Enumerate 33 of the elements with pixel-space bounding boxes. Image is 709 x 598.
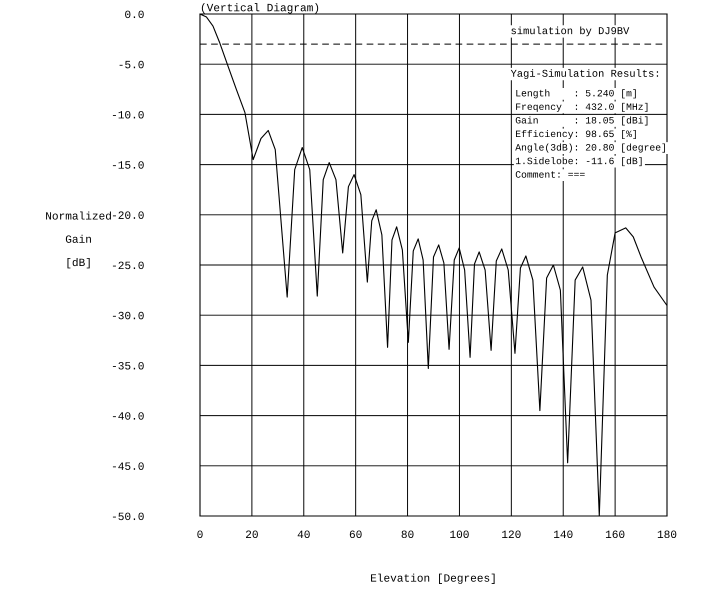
annotation: Freqency : 432.0 [MHz]: [516, 102, 648, 112]
annotation: Length : 5.240 [m]: [516, 89, 636, 98]
y-tick-label: -30.0: [112, 312, 144, 320]
x-tick-label: 60: [350, 530, 362, 538]
x-tick-label: 20: [246, 530, 258, 538]
x-tick-label: 180: [658, 530, 676, 538]
annotation: Gain : 18.05 [dBi]: [516, 116, 648, 126]
annotation: Efficiency: 98.65 [%]: [516, 130, 636, 140]
y-tick-label: -5.0: [120, 60, 144, 68]
y-tick-label: -50.0: [112, 512, 144, 520]
annotation: Yagi-Simulation Results:: [510, 69, 658, 79]
annotation: simulation by DJ9BV: [511, 26, 630, 36]
x-tick-label: 160: [606, 530, 624, 538]
x-tick-label: 0: [197, 530, 203, 538]
x-tick-label: 80: [402, 530, 414, 538]
y-tick-label: -40.0: [112, 412, 144, 420]
annotation: 1.Sidelobe: -11.6 [dB]: [516, 157, 642, 166]
x-tick-label: 100: [450, 530, 469, 538]
x-tick-label: 40: [298, 530, 310, 538]
y-tick-label: -15.0: [112, 161, 144, 169]
chart-title: (Vertical Diagram): [202, 3, 318, 14]
y-tick-label: -35.0: [112, 362, 144, 370]
y-tick-label: -25.0: [112, 262, 144, 270]
x-axis-title: Elevation [Degrees]: [371, 574, 495, 584]
y-tick-label: 0.0: [125, 10, 144, 18]
y-tick-label: -10.0: [112, 110, 144, 119]
annotation: Angle(3dB): 20.80 [degree]: [515, 144, 665, 153]
annotation: Comment: ===: [516, 171, 585, 178]
y-tick-label: -20.0: [112, 211, 144, 219]
x-tick-label: 140: [554, 530, 573, 538]
x-tick-label: 120: [502, 530, 521, 538]
text: Normalized Gain [dB]: [46, 211, 111, 268]
y-tick-label: -45.0: [112, 462, 144, 470]
